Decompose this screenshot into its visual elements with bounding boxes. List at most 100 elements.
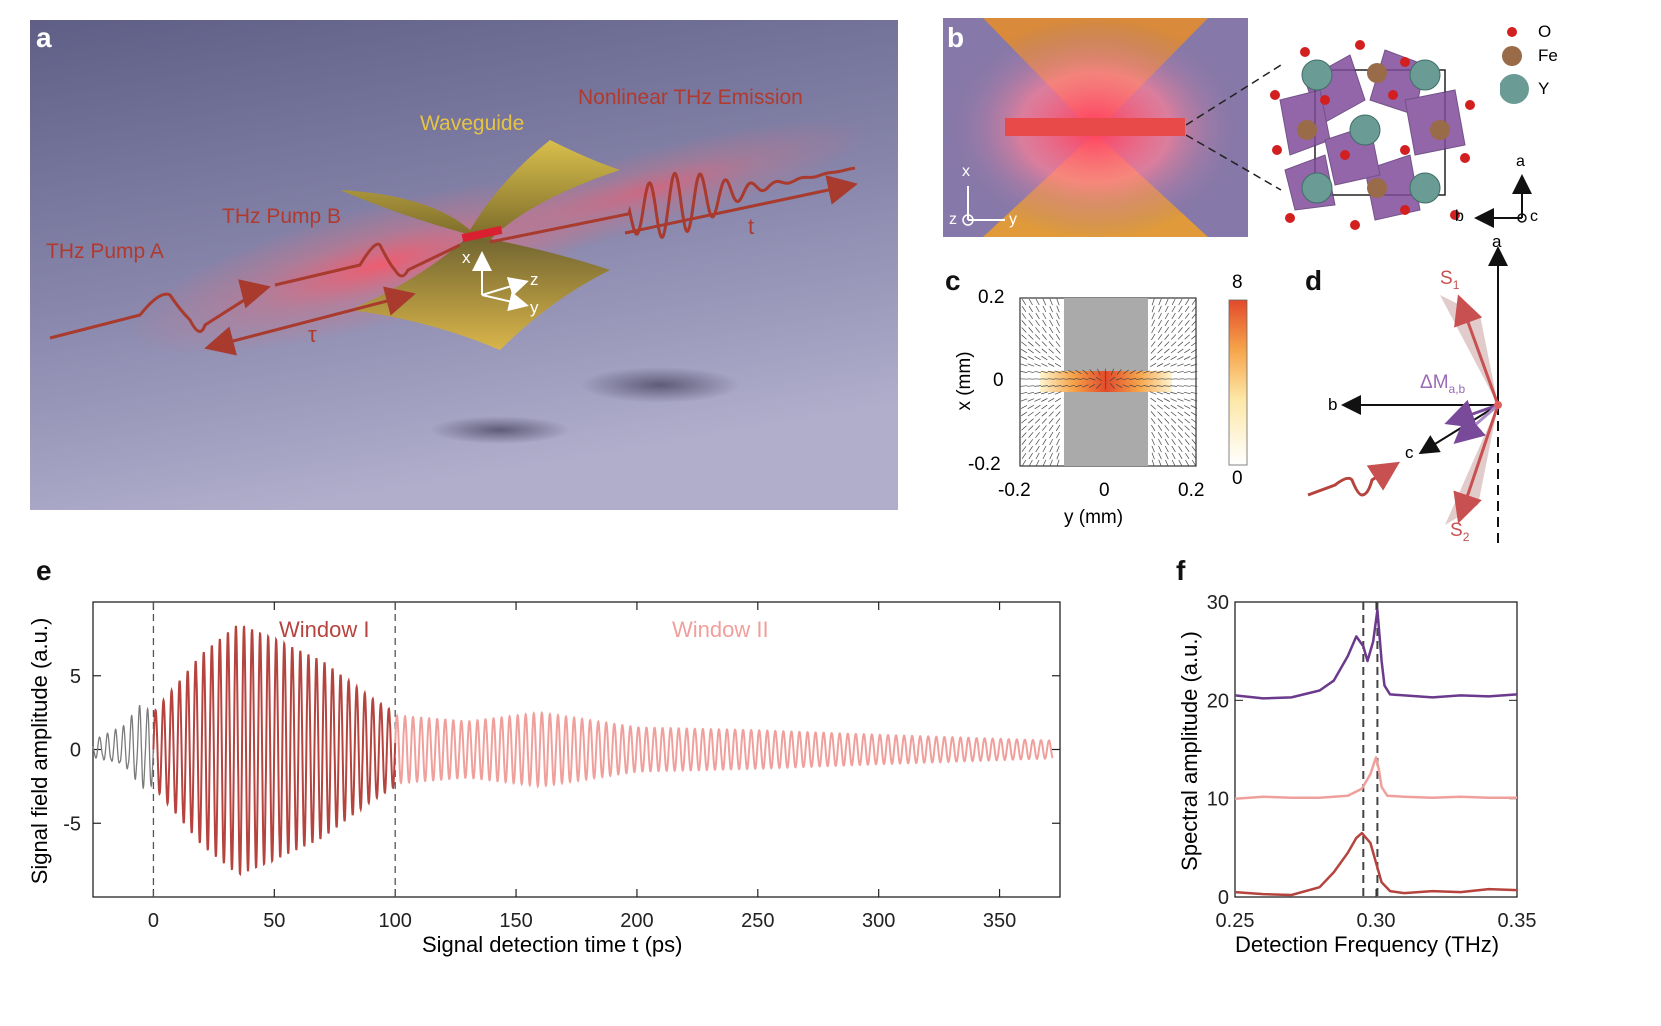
panel-letter-a: a — [36, 22, 52, 53]
c-xtick-right: 0.2 — [1178, 480, 1205, 501]
emission-beam-glow — [427, 119, 873, 261]
crystal-axis-a: a — [1516, 153, 1525, 170]
pump-b-label: THz Pump B — [222, 205, 342, 228]
e-xtick: 350 — [983, 910, 1016, 932]
e-xtick: 100 — [379, 910, 412, 932]
waveguide-plate-top — [1064, 298, 1148, 371]
legend-swatches — [1500, 27, 1529, 104]
f-ytick: 10 — [1207, 789, 1229, 811]
e-window1-label: Window I — [279, 617, 370, 642]
crystal-axis-b: b — [1455, 208, 1464, 225]
e-window2-label: Window II — [672, 617, 769, 642]
series-line-1 — [92, 705, 155, 790]
t-label: t — [748, 214, 755, 239]
pump-a-label: THz Pump A — [46, 240, 164, 263]
shadow — [430, 416, 570, 444]
e-xlabel: Signal detection time t (ps) — [422, 932, 683, 957]
axis-x-label: x — [462, 248, 471, 267]
spectrum-line-2 — [1234, 756, 1517, 800]
emission-wave — [489, 166, 856, 244]
d-s1-label: S1 — [1440, 268, 1460, 292]
waveguide-plate-bottom — [1064, 392, 1148, 466]
c-ytick-bot: -0.2 — [968, 454, 1001, 475]
f-ytick: 20 — [1207, 690, 1229, 712]
c-xlabel: y (mm) — [1064, 507, 1124, 528]
panel-b-waveguide-render — [943, 18, 1248, 238]
series-line-2 — [152, 625, 397, 877]
panel-b: b x z y — [943, 18, 1248, 238]
axis-z-label: z — [530, 270, 539, 289]
c-colorbar-min: 0 — [1232, 468, 1243, 489]
pump-b-wave — [274, 242, 461, 287]
e-ytick: -5 — [63, 813, 81, 835]
panel-c-field-map — [1019, 297, 1248, 467]
panel-a-illustration — [30, 20, 898, 510]
c-xtick-mid: 0 — [1099, 480, 1110, 501]
crystal-axis-c: c — [1530, 208, 1538, 225]
f-xtick: 0.30 — [1357, 910, 1396, 932]
e-xtick: 50 — [263, 910, 285, 932]
panel-d-spin-diagram — [1307, 246, 1508, 545]
f-xlabel: Detection Frequency (THz) — [1235, 932, 1500, 957]
f-ytick: 0 — [1218, 887, 1229, 909]
spectrum-line-1 — [1234, 608, 1518, 700]
axis-z-label: z — [949, 211, 957, 228]
spin-s1-arrow — [1454, 294, 1500, 406]
pump-a-wave — [49, 288, 261, 340]
crystal-structure — [1270, 40, 1475, 230]
c-ytick-top: 0.2 — [978, 287, 1005, 308]
axis-y-label: y — [1009, 211, 1017, 228]
colorbar — [1228, 299, 1248, 466]
e-xtick: 200 — [620, 910, 653, 932]
d-s2-label: S2 — [1450, 520, 1470, 544]
emission-label: Nonlinear THz Emission — [578, 86, 803, 109]
legend-o: O — [1538, 22, 1552, 41]
e-ylabel: Signal field amplitude (a.u.) — [27, 617, 52, 885]
spin-s2-arrow — [1453, 404, 1500, 524]
time-arrow — [624, 175, 858, 235]
axis-x-label: x — [962, 163, 970, 180]
shadow — [580, 367, 740, 403]
f-xtick: 0.25 — [1216, 910, 1255, 932]
zoom-lines — [1186, 64, 1282, 191]
c-ytick-mid: 0 — [993, 370, 1004, 391]
panel-a: a Waveguide Nonlinear THz Emission THz P… — [30, 20, 898, 510]
c-colorbar-max: 8 — [1232, 272, 1243, 293]
f-xtick: 0.35 — [1498, 910, 1537, 932]
coordinate-axes — [472, 251, 529, 312]
waveguide-label: Waveguide — [420, 112, 525, 135]
atom-legend: O Fe Y — [1500, 22, 1570, 112]
panel-letter-b: b — [947, 22, 965, 53]
panel-letter-d: d — [1305, 265, 1323, 296]
f-ytick: 30 — [1207, 592, 1229, 614]
c-xtick-left: -0.2 — [998, 480, 1031, 501]
tau-label: τ — [308, 322, 317, 347]
sample-crystal — [461, 225, 503, 243]
panel-letter-f: f — [1176, 555, 1186, 586]
axis-y-label: y — [530, 298, 539, 317]
e-xtick: 250 — [741, 910, 774, 932]
e-xtick: 300 — [862, 910, 895, 932]
sample-slab — [1005, 118, 1185, 136]
legend-fe: Fe — [1538, 46, 1558, 65]
spectrum-line-3 — [1234, 831, 1518, 897]
c-ylabel: x (mm) — [954, 351, 975, 411]
d-axis-b: b — [1328, 395, 1338, 414]
e-ytick: 5 — [70, 666, 81, 688]
tau-arrow — [204, 286, 416, 356]
panel-letter-e: e — [36, 555, 52, 586]
series-line-3 — [394, 710, 1054, 789]
panel-letter-c: c — [945, 265, 961, 296]
crystal-axes — [1474, 174, 1532, 228]
thz-pulse-icon — [1307, 461, 1401, 497]
legend-y: Y — [1538, 79, 1550, 98]
d-axis-c: c — [1405, 443, 1414, 462]
waveguide-upper-plate — [340, 140, 620, 240]
f-ylabel: Spectral amplitude (a.u.) — [1177, 631, 1202, 871]
e-xtick: 150 — [499, 910, 532, 932]
panel-f-spectrum: 0.25 0.30 0.35 30 20 10 0 — [1207, 592, 1537, 932]
d-dm-label: ΔMa,b — [1420, 372, 1466, 396]
e-ytick: 0 — [70, 740, 81, 762]
d-axis-a: a — [1492, 232, 1502, 251]
